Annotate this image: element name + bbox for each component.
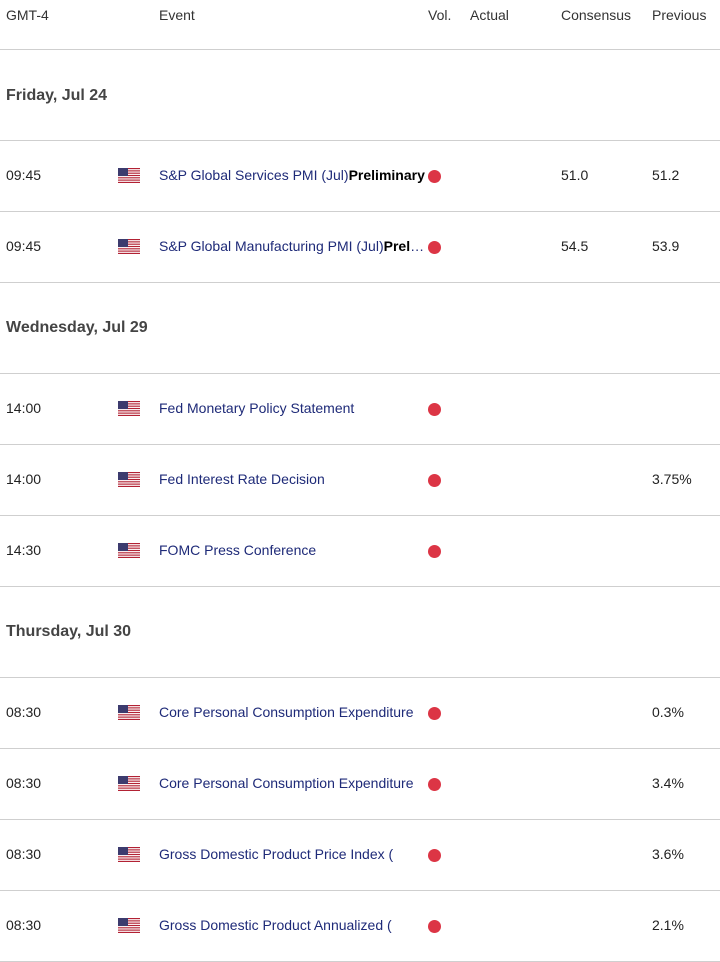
event-previous: 2.1% xyxy=(652,917,684,933)
consensus-column-header: Consensus xyxy=(561,7,632,23)
event-time: 08:30 xyxy=(6,775,42,791)
event-time: 09:45 xyxy=(6,167,42,183)
event-column-header: Event xyxy=(159,7,195,23)
timezone-label[interactable]: GMT-4 xyxy=(6,7,49,23)
actual-column-header: Actual xyxy=(470,7,509,23)
us-flag-icon xyxy=(118,401,140,418)
us-flag-icon xyxy=(118,239,140,256)
high-volatility-icon xyxy=(428,707,441,720)
event-name: Gross Domestic Product Annualized ( xyxy=(159,917,392,933)
us-flag-icon xyxy=(118,705,140,722)
event-name-link[interactable]: Gross Domestic Product Annualized ( xyxy=(159,917,426,933)
day-header: Wednesday, Jul 29 xyxy=(0,283,720,374)
event-name: S&P Global Manufacturing PMI (Jul) xyxy=(159,238,384,254)
event-row[interactable]: 14:00 Fed Interest Rate Decision 3.75% xyxy=(0,445,720,516)
table-header: GMT-4 Event Vol. Actual Consensus Previo… xyxy=(0,0,720,50)
event-previous: 3.75% xyxy=(652,471,692,487)
high-volatility-icon xyxy=(428,545,441,558)
event-time: 08:30 xyxy=(6,704,42,720)
us-flag-icon xyxy=(118,847,140,864)
us-flag-icon xyxy=(118,918,140,935)
event-row[interactable]: 09:45 S&P Global Services PMI (Jul)Prelim… xyxy=(0,141,720,212)
event-previous: 51.2 xyxy=(652,167,680,183)
event-row[interactable]: 14:00 Fed Monetary Policy Statement xyxy=(0,374,720,445)
event-name-link[interactable]: FOMC Press Conference xyxy=(159,542,426,558)
event-name: S&P Global Services PMI (Jul) xyxy=(159,167,349,183)
day-header: Thursday, Jul 30 xyxy=(0,587,720,678)
event-row[interactable]: 08:30 Core Personal Consumption Expenditu… xyxy=(0,749,720,820)
event-time: 09:45 xyxy=(6,238,42,254)
event-row[interactable]: 08:30 Gross Domestic Product Price Index … xyxy=(0,820,720,891)
us-flag-icon xyxy=(118,168,140,185)
day-title: Thursday, Jul 30 xyxy=(6,623,132,640)
event-name-link[interactable]: S&P Global Services PMI (Jul)Preliminary xyxy=(159,167,426,183)
event-suffix: Preliminary xyxy=(348,167,425,183)
event-time: 14:00 xyxy=(6,400,42,416)
event-name-link[interactable]: S&P Global Manufacturing PMI (Jul)Prelim… xyxy=(159,238,426,254)
event-name: FOMC Press Conference xyxy=(159,542,317,558)
event-row[interactable]: 08:30 Core Personal Consumption Expenditu… xyxy=(0,678,720,749)
event-time: 08:30 xyxy=(6,846,42,862)
us-flag-icon xyxy=(118,543,140,560)
high-volatility-icon xyxy=(428,170,441,183)
event-name: Gross Domestic Product Price Index ( xyxy=(159,846,394,862)
event-name-link[interactable]: Gross Domestic Product Price Index ( xyxy=(159,846,426,862)
us-flag-icon xyxy=(118,776,140,793)
vol-column-header: Vol. xyxy=(428,7,452,23)
event-name: Fed Monetary Policy Statement xyxy=(159,400,355,416)
event-time: 14:30 xyxy=(6,542,42,558)
us-flag-icon xyxy=(118,472,140,489)
event-previous: 0.3% xyxy=(652,704,684,720)
event-name-link[interactable]: Core Personal Consumption Expenditure xyxy=(159,775,426,791)
event-name-link[interactable]: Core Personal Consumption Expenditure xyxy=(159,704,426,720)
previous-column-header: Previous xyxy=(652,7,707,23)
event-consensus: 54.5 xyxy=(561,238,589,254)
event-name: Core Personal Consumption Expenditure xyxy=(159,704,414,720)
high-volatility-icon xyxy=(428,778,441,791)
event-name-link[interactable]: Fed Interest Rate Decision xyxy=(159,471,426,487)
event-row[interactable]: 09:45 S&P Global Manufacturing PMI (Jul)P… xyxy=(0,212,720,283)
day-title: Wednesday, Jul 29 xyxy=(6,319,148,336)
event-time: 14:00 xyxy=(6,471,42,487)
event-previous: 3.4% xyxy=(652,775,684,791)
day-title: Friday, Jul 24 xyxy=(6,87,108,104)
event-row[interactable]: 14:30 FOMC Press Conference xyxy=(0,516,720,587)
event-previous: 3.6% xyxy=(652,846,684,862)
event-name: Core Personal Consumption Expenditure xyxy=(159,775,414,791)
high-volatility-icon xyxy=(428,474,441,487)
high-volatility-icon xyxy=(428,403,441,416)
event-time: 08:30 xyxy=(6,917,42,933)
event-suffix: Preliminary xyxy=(383,238,426,254)
high-volatility-icon xyxy=(428,241,441,254)
event-row[interactable]: 08:30 Gross Domestic Product Annualized (… xyxy=(0,891,720,962)
high-volatility-icon xyxy=(428,920,441,933)
event-previous: 53.9 xyxy=(652,238,680,254)
event-name-link[interactable]: Fed Monetary Policy Statement xyxy=(159,400,426,416)
event-name: Fed Interest Rate Decision xyxy=(159,471,325,487)
day-header: Friday, Jul 24 xyxy=(0,50,720,141)
event-consensus: 51.0 xyxy=(561,167,589,183)
high-volatility-icon xyxy=(428,849,441,862)
